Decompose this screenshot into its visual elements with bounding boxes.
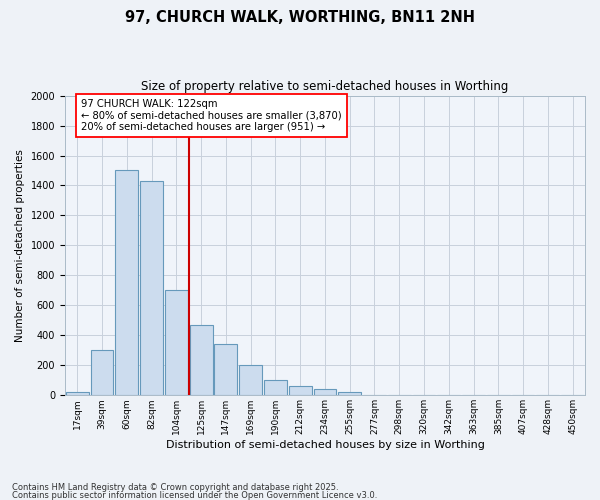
- Bar: [264, 380, 287, 396]
- Bar: [165, 290, 188, 396]
- Bar: [338, 392, 361, 396]
- Bar: [140, 181, 163, 396]
- Title: Size of property relative to semi-detached houses in Worthing: Size of property relative to semi-detach…: [141, 80, 509, 93]
- Text: 97, CHURCH WALK, WORTHING, BN11 2NH: 97, CHURCH WALK, WORTHING, BN11 2NH: [125, 10, 475, 25]
- X-axis label: Distribution of semi-detached houses by size in Worthing: Distribution of semi-detached houses by …: [166, 440, 484, 450]
- Bar: [66, 392, 89, 396]
- Text: 97 CHURCH WALK: 122sqm
← 80% of semi-detached houses are smaller (3,870)
20% of : 97 CHURCH WALK: 122sqm ← 80% of semi-det…: [81, 98, 341, 132]
- Text: Contains HM Land Registry data © Crown copyright and database right 2025.: Contains HM Land Registry data © Crown c…: [12, 484, 338, 492]
- Bar: [239, 366, 262, 396]
- Text: Contains public sector information licensed under the Open Government Licence v3: Contains public sector information licen…: [12, 490, 377, 500]
- Y-axis label: Number of semi-detached properties: Number of semi-detached properties: [15, 149, 25, 342]
- Bar: [214, 344, 237, 396]
- Bar: [91, 350, 113, 396]
- Bar: [190, 325, 212, 396]
- Bar: [115, 170, 138, 396]
- Bar: [314, 390, 337, 396]
- Bar: [289, 386, 311, 396]
